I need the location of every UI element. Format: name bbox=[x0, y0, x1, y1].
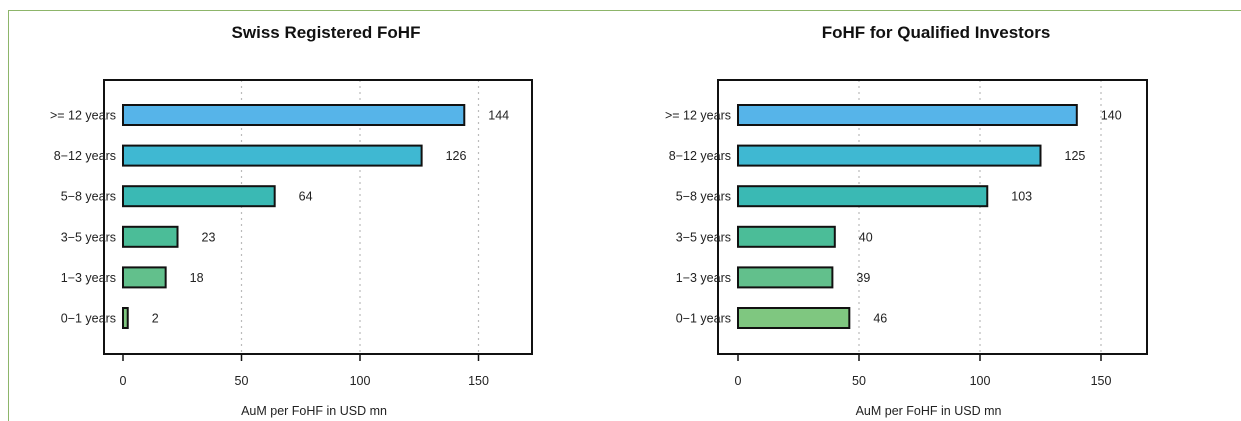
chart-title: FoHF for Qualified Investors bbox=[822, 23, 1051, 42]
data-label: 23 bbox=[202, 230, 216, 244]
category-label: >= 12 years bbox=[50, 109, 116, 123]
x-tick-label: 150 bbox=[1091, 374, 1112, 388]
bar bbox=[737, 185, 989, 208]
x-axis-label: AuM per FoHF in USD mn bbox=[856, 404, 1002, 418]
data-label: 140 bbox=[1101, 109, 1122, 123]
category-label: 3−5 years bbox=[676, 230, 731, 244]
category-label: 5−8 years bbox=[676, 190, 731, 204]
x-tick-label: 0 bbox=[735, 374, 742, 388]
bar bbox=[737, 144, 1042, 167]
frame-top-border bbox=[8, 10, 1241, 11]
chart-title: Swiss Registered FoHF bbox=[232, 23, 421, 42]
x-tick-label: 150 bbox=[468, 374, 489, 388]
x-tick-label: 50 bbox=[852, 374, 866, 388]
chart-panel-2: FoHF for Qualified Investors >= 12 years 1… bbox=[665, 23, 1148, 418]
category-label: 3−5 years bbox=[61, 230, 116, 244]
bar bbox=[737, 266, 834, 289]
data-label: 126 bbox=[446, 149, 467, 163]
x-tick-label: 100 bbox=[350, 374, 371, 388]
data-label: 2 bbox=[152, 312, 159, 326]
category-label: 5−8 years bbox=[61, 190, 116, 204]
x-axis-label: AuM per FoHF in USD mn bbox=[241, 404, 387, 418]
category-label: 0−1 years bbox=[61, 312, 116, 326]
x-tick-label: 0 bbox=[120, 374, 127, 388]
data-label: 18 bbox=[190, 271, 204, 285]
bar bbox=[122, 104, 466, 126]
category-label: 8−12 years bbox=[54, 149, 116, 163]
bar bbox=[122, 225, 179, 248]
bar bbox=[122, 266, 167, 289]
chart-panel-1: Swiss Registered FoHF >= 12 years 144 8−12 … bbox=[50, 23, 533, 418]
data-label: 39 bbox=[856, 271, 870, 285]
category-label: 1−3 years bbox=[61, 271, 116, 285]
frame-left-border bbox=[8, 10, 9, 421]
data-label: 40 bbox=[859, 230, 873, 244]
bar bbox=[737, 225, 836, 248]
x-tick-label: 50 bbox=[235, 374, 249, 388]
data-label: 64 bbox=[299, 190, 313, 204]
data-label: 144 bbox=[488, 109, 509, 123]
category-label: 1−3 years bbox=[676, 271, 731, 285]
data-label: 46 bbox=[873, 312, 887, 326]
category-label: >= 12 years bbox=[665, 109, 731, 123]
category-label: 8−12 years bbox=[669, 149, 731, 163]
data-label: 125 bbox=[1065, 149, 1086, 163]
bar bbox=[122, 185, 276, 208]
bar bbox=[737, 104, 1078, 126]
bar bbox=[122, 144, 423, 167]
data-label: 103 bbox=[1011, 190, 1032, 204]
category-label: 0−1 years bbox=[676, 312, 731, 326]
x-tick-label: 100 bbox=[970, 374, 991, 388]
bar bbox=[737, 307, 851, 329]
